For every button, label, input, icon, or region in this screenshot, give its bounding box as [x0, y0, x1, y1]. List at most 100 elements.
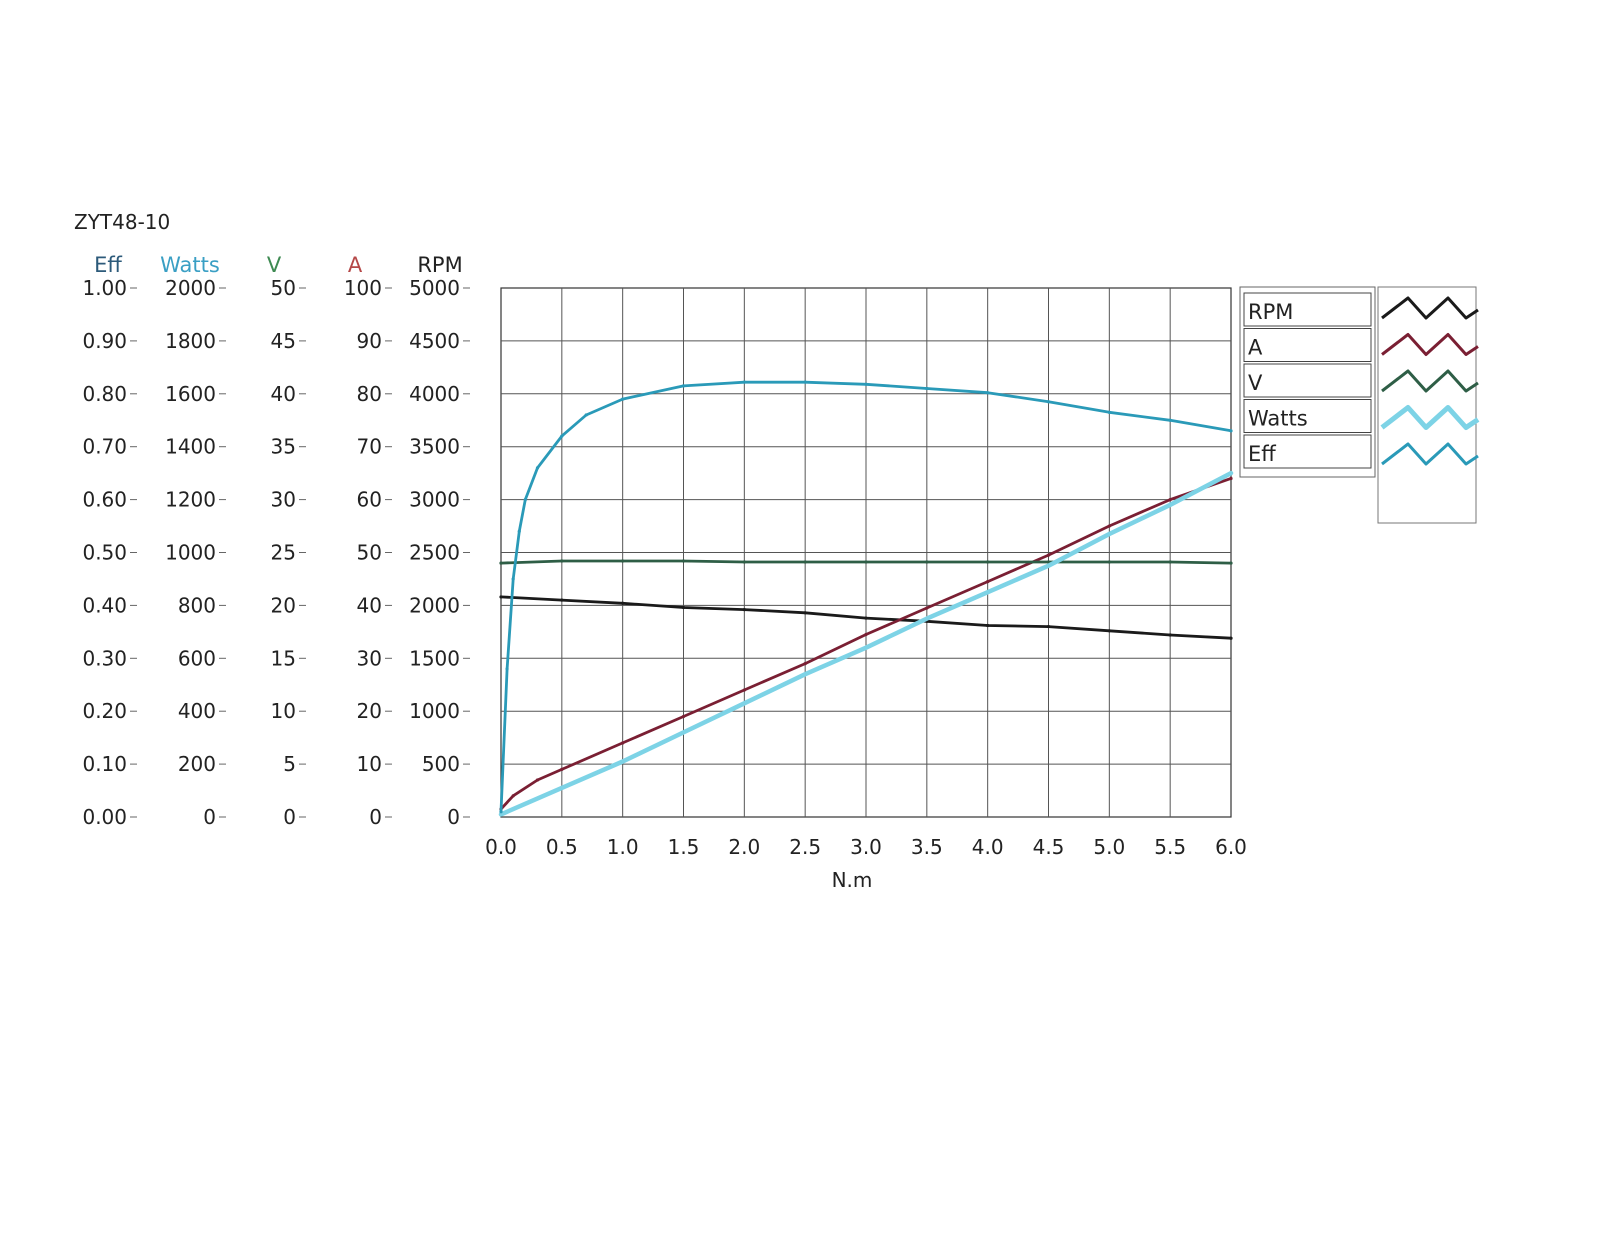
legend-label-v: V — [1248, 371, 1263, 395]
y-tick-label: 0.00 — [82, 805, 127, 829]
y-tick-label: 0 — [283, 805, 296, 829]
y-tick-label: 50 — [271, 276, 296, 300]
y-tick-label: 1000 — [409, 699, 460, 723]
data-point-eff — [925, 386, 929, 391]
data-point-rpm — [803, 611, 807, 615]
legend: RPM AV Watts Eff — [1239, 286, 1480, 524]
data-point-eff — [681, 384, 686, 388]
data-point-rpm — [742, 608, 746, 612]
data-point-watts — [621, 759, 625, 764]
y-tick-label: 0 — [203, 805, 216, 829]
data-point-eff — [621, 397, 625, 401]
legend-cell — [1243, 363, 1372, 398]
data-point-rpm — [621, 601, 625, 605]
data-point-eff — [511, 577, 515, 581]
legend-label-watts: Watts — [1248, 407, 1308, 431]
data-point-watts — [803, 672, 807, 676]
data-point-a — [621, 741, 625, 745]
data-point-v — [1229, 561, 1233, 565]
legend-swatch — [1381, 442, 1479, 466]
y-axis-label-watts: Watts — [160, 253, 220, 277]
data-point-a — [681, 714, 686, 719]
data-point-watts — [681, 730, 686, 734]
data-point-watts — [560, 786, 564, 790]
data-point-v — [621, 559, 625, 563]
data-point-eff — [1107, 410, 1111, 414]
y-tick-label: 30 — [271, 488, 296, 512]
y-tick-label: 15 — [271, 646, 296, 670]
y-tick-label: 2000 — [165, 276, 216, 300]
y-tick-label: 0.90 — [82, 329, 127, 353]
legend-swatch — [1381, 369, 1479, 393]
data-point-v — [986, 560, 990, 564]
data-point-watts — [864, 646, 868, 650]
data-point-eff — [1046, 400, 1051, 404]
y-tick-label: 4500 — [409, 329, 460, 353]
data-point-a — [511, 794, 515, 798]
y-tick-label: 0.70 — [82, 435, 127, 459]
data-point-watts — [499, 812, 503, 816]
x-tick-label: 5.5 — [1154, 835, 1186, 859]
data-point-rpm — [681, 605, 686, 610]
legend-cell — [1243, 399, 1372, 433]
data-point-a — [1046, 553, 1051, 557]
y-tick-label: 1600 — [165, 382, 216, 406]
plot-series — [498, 380, 1234, 817]
legend-swatch — [1381, 333, 1479, 356]
y-tick-label: 30 — [357, 646, 382, 670]
data-point-rpm — [986, 623, 990, 628]
data-point-eff — [584, 413, 588, 417]
data-point-rpm — [1107, 629, 1111, 633]
y-tick-label: 0 — [369, 805, 382, 829]
y-tick-label: 5000 — [409, 276, 460, 300]
y-axis-v: V 0 5 10 15 20 25 30 35 40 45 50 — [267, 253, 306, 829]
y-axis-label-eff: Eff — [94, 253, 122, 277]
data-point-v — [1168, 560, 1172, 564]
x-tick-label: 3.5 — [911, 835, 943, 859]
y-axis-label-v: V — [267, 253, 282, 277]
data-point-eff — [1229, 429, 1233, 433]
data-point-watts — [1229, 471, 1233, 475]
data-point-a — [803, 661, 807, 666]
y-tick-label: 50 — [357, 541, 382, 565]
data-point-eff — [864, 382, 868, 386]
data-point-rpm — [560, 598, 564, 602]
y-tick-label: 1000 — [165, 541, 216, 565]
x-tick-label: 5.0 — [1093, 835, 1125, 859]
data-point-a — [925, 606, 929, 610]
y-tick-label: 1500 — [409, 646, 460, 670]
data-point-watts — [1168, 503, 1172, 507]
legend-cell — [1243, 292, 1372, 327]
data-point-rpm — [1229, 636, 1233, 640]
y-tick-label: 90 — [357, 329, 382, 353]
y-tick-label: 0 — [447, 805, 460, 829]
data-point-eff — [499, 810, 503, 814]
y-tick-label: 20 — [271, 593, 296, 617]
y-tick-label: 0.20 — [82, 699, 127, 723]
data-point-v — [560, 559, 564, 563]
y-tick-label: 100 — [344, 276, 382, 300]
y-tick-label: 80 — [357, 382, 382, 406]
y-tick-label: 0.40 — [82, 593, 127, 617]
data-point-watts — [925, 617, 929, 621]
data-point-watts — [1107, 532, 1111, 536]
x-axis-label: N.m — [832, 868, 873, 892]
data-point-v — [925, 560, 929, 564]
y-tick-label: 25 — [271, 541, 296, 565]
y-tick-label: 45 — [271, 329, 296, 353]
data-point-eff — [517, 529, 521, 533]
legend-cell — [1243, 434, 1372, 469]
data-point-v — [864, 560, 868, 564]
legend-swatch-box — [1377, 286, 1477, 524]
y-tick-label: 200 — [178, 752, 216, 776]
y-tick-label: 1400 — [165, 435, 216, 459]
y-axis-eff: Eff 0.00 0.10 0.20 0.30 0.40 0.50 0.60 0.70 0.80 0… — [82, 253, 137, 829]
y-tick-label: 40 — [357, 593, 382, 617]
data-point-a — [864, 632, 868, 637]
legend-label-rpm: RPM — [1248, 300, 1293, 324]
y-axis-a: A 0 10 20 30 40 50 60 70 80 90 100 — [344, 253, 392, 829]
legend-swatch — [1380, 405, 1480, 430]
x-tick-label: 3.0 — [850, 835, 882, 859]
x-tick-label: 0.0 — [485, 835, 517, 859]
data-point-v — [742, 560, 746, 564]
